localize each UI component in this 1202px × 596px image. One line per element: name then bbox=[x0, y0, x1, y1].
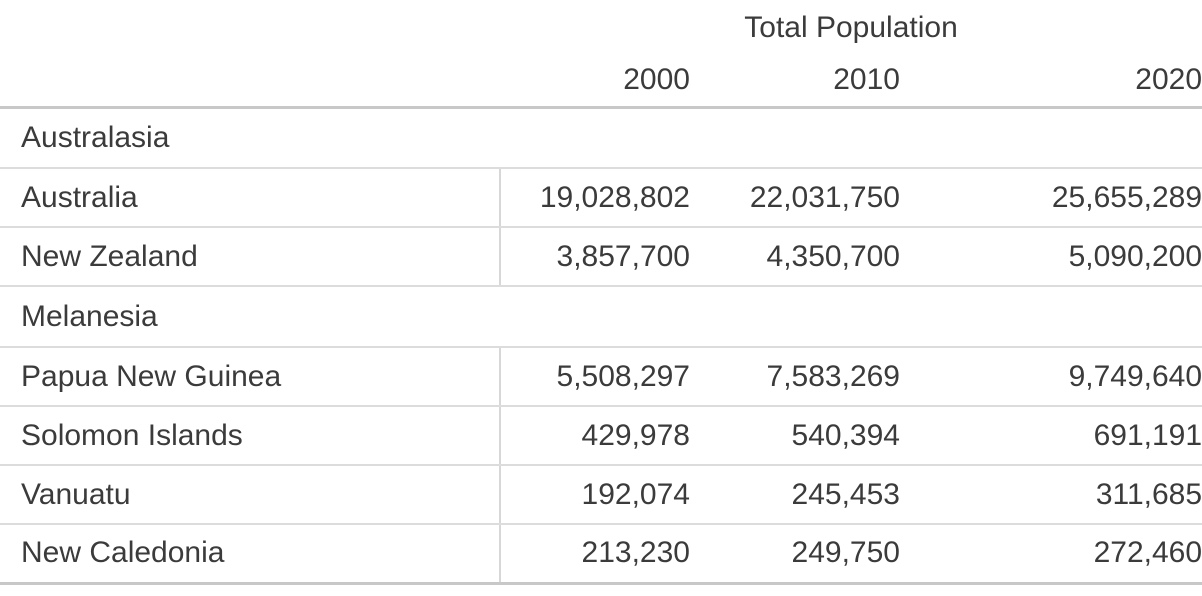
cell-value: 5,508,297 bbox=[499, 347, 690, 407]
row-label: Papua New Guinea bbox=[0, 347, 500, 407]
row-label: Vanuatu bbox=[0, 465, 500, 525]
cell-value: 7,583,269 bbox=[690, 347, 900, 407]
cell-value: 3,857,700 bbox=[499, 227, 690, 287]
cell-value: 311,685 bbox=[900, 465, 1202, 525]
spanner-row: Total Population bbox=[0, 0, 1202, 55]
table-row-new-zealand: New Zealand 3,857,700 4,350,700 5,090,20… bbox=[0, 227, 1202, 287]
row-label: Australia bbox=[0, 168, 500, 228]
group-label: Australasia bbox=[0, 107, 1202, 169]
cell-value: 5,090,200 bbox=[900, 227, 1202, 287]
column-header-2000: 2000 bbox=[500, 55, 690, 109]
cell-value: 9,749,640 bbox=[900, 347, 1202, 407]
table-row-vanuatu: Vanuatu 192,074 245,453 311,685 bbox=[0, 465, 1202, 525]
cell-value: 192,074 bbox=[499, 465, 690, 525]
group-row-australasia: Australasia bbox=[0, 107, 1202, 169]
cell-value: 429,978 bbox=[499, 406, 690, 466]
cell-value: 25,655,289 bbox=[900, 168, 1202, 228]
column-header-2020: 2020 bbox=[900, 55, 1202, 109]
row-label: New Caledonia bbox=[0, 524, 500, 585]
row-label: New Zealand bbox=[0, 227, 500, 287]
stub-header-blank bbox=[0, 55, 500, 109]
table-row-solomon-islands: Solomon Islands 429,978 540,394 691,191 bbox=[0, 406, 1202, 466]
table-row-australia: Australia 19,028,802 22,031,750 25,655,2… bbox=[0, 168, 1202, 228]
group-label: Melanesia bbox=[0, 286, 1202, 348]
cell-value: 22,031,750 bbox=[690, 168, 900, 228]
column-header-2010: 2010 bbox=[690, 55, 900, 109]
stub-header-blank bbox=[0, 0, 500, 55]
cell-value: 249,750 bbox=[690, 524, 900, 585]
table-row-new-caledonia: New Caledonia 213,230 249,750 272,460 bbox=[0, 524, 1202, 585]
table-row-papua-new-guinea: Papua New Guinea 5,508,297 7,583,269 9,7… bbox=[0, 347, 1202, 407]
cell-value: 245,453 bbox=[690, 465, 900, 525]
cell-value: 4,350,700 bbox=[690, 227, 900, 287]
cell-value: 213,230 bbox=[499, 524, 690, 585]
cell-value: 19,028,802 bbox=[499, 168, 690, 228]
table-header: Total Population 2000 2010 2020 bbox=[0, 0, 1202, 109]
group-row-melanesia: Melanesia bbox=[0, 286, 1202, 348]
table-body: Australasia Australia 19,028,802 22,031,… bbox=[0, 107, 1202, 585]
cell-value: 540,394 bbox=[690, 406, 900, 466]
cell-value: 691,191 bbox=[900, 406, 1202, 466]
column-header-row: 2000 2010 2020 bbox=[0, 55, 1202, 109]
row-label: Solomon Islands bbox=[0, 406, 500, 466]
spanner-label: Total Population bbox=[744, 10, 958, 44]
cell-value: 272,460 bbox=[900, 524, 1202, 585]
